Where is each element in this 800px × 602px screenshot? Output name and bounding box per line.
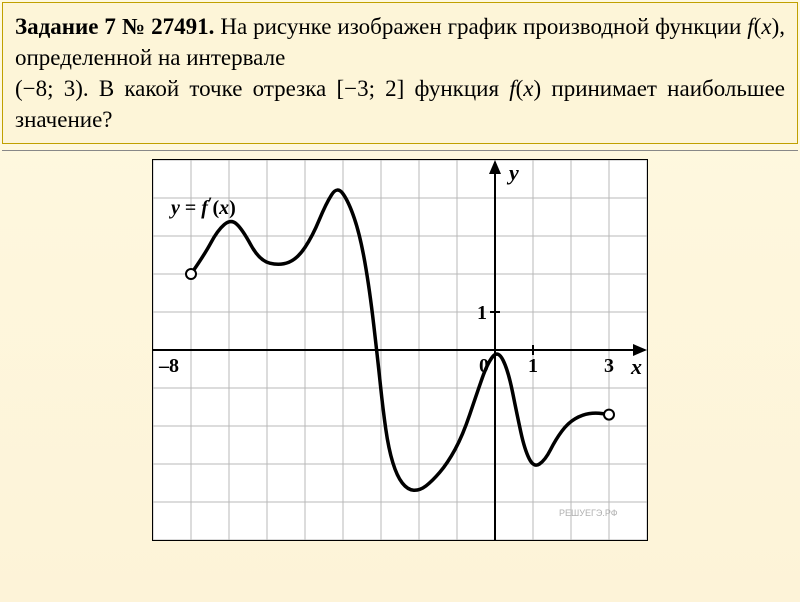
svg-text:–8: –8 — [158, 355, 179, 377]
task-id: Задание 7 № 27491. — [15, 14, 214, 39]
svg-text:y = f′(x): y = f′(x) — [169, 195, 236, 219]
svg-text:x: x — [630, 354, 642, 379]
chart-frame: yx013–81y = f′(x)РЕШУЕГЭ.РФ — [152, 159, 648, 541]
svg-text:0: 0 — [479, 355, 489, 377]
svg-text:1: 1 — [528, 355, 538, 377]
task-box: Задание 7 № 27491. На рисунке изображен … — [2, 2, 798, 144]
svg-text:3: 3 — [604, 355, 614, 377]
chart-zone: yx013–81y = f′(x)РЕШУЕГЭ.РФ — [0, 151, 800, 541]
svg-text:РЕШУЕГЭ.РФ: РЕШУЕГЭ.РФ — [559, 508, 618, 518]
derivative-chart: yx013–81y = f′(x)РЕШУЕГЭ.РФ — [153, 160, 647, 540]
svg-text:1: 1 — [477, 302, 487, 324]
task-text: Задание 7 № 27491. На рисунке изображен … — [15, 11, 785, 135]
